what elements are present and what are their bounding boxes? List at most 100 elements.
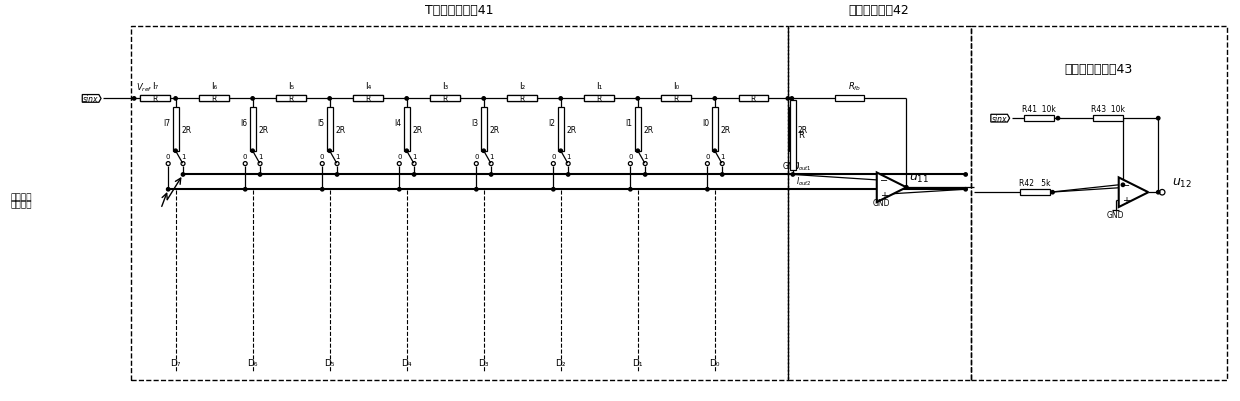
Bar xyxy=(277,96,306,102)
Bar xyxy=(661,96,691,102)
Circle shape xyxy=(567,173,570,177)
Text: I4: I4 xyxy=(394,118,402,127)
Bar xyxy=(353,96,383,102)
Text: I6: I6 xyxy=(241,118,248,127)
Text: 1: 1 xyxy=(258,154,263,160)
Circle shape xyxy=(786,97,790,101)
Circle shape xyxy=(250,97,254,101)
Text: D₀: D₀ xyxy=(709,358,720,367)
Text: $I_{out1}$: $I_{out1}$ xyxy=(796,160,812,172)
Circle shape xyxy=(243,188,247,191)
Text: I1: I1 xyxy=(626,118,632,127)
Text: R: R xyxy=(289,95,294,103)
Text: R43  10k: R43 10k xyxy=(1091,105,1125,113)
Circle shape xyxy=(413,173,415,177)
Text: I2: I2 xyxy=(549,118,556,127)
Text: −: − xyxy=(1122,180,1131,190)
Circle shape xyxy=(250,150,254,153)
Text: 双极性转换器！43: 双极性转换器！43 xyxy=(1065,63,1133,76)
Text: 1: 1 xyxy=(181,154,185,160)
Bar xyxy=(140,96,170,102)
Bar xyxy=(1024,116,1054,122)
Text: I3: I3 xyxy=(471,118,479,127)
Bar xyxy=(790,101,796,170)
Circle shape xyxy=(174,150,177,153)
Text: GND: GND xyxy=(873,198,890,207)
Text: 0: 0 xyxy=(243,154,248,160)
Text: +: + xyxy=(1122,195,1130,205)
Text: $V_{ref}$: $V_{ref}$ xyxy=(135,81,153,94)
Text: GND: GND xyxy=(784,161,801,170)
Bar xyxy=(430,96,460,102)
Bar xyxy=(507,96,537,102)
Circle shape xyxy=(327,97,331,101)
Circle shape xyxy=(475,188,477,191)
Text: 0: 0 xyxy=(474,154,479,160)
Polygon shape xyxy=(1118,178,1148,208)
Text: 1: 1 xyxy=(335,154,340,160)
Circle shape xyxy=(482,150,485,153)
Circle shape xyxy=(636,150,640,153)
Circle shape xyxy=(713,150,717,153)
Circle shape xyxy=(335,173,339,177)
Text: R: R xyxy=(443,95,448,103)
Bar xyxy=(661,96,691,102)
Text: 信号线二: 信号线二 xyxy=(11,200,32,209)
Circle shape xyxy=(174,97,177,101)
Text: D₃: D₃ xyxy=(479,358,489,367)
Circle shape xyxy=(181,173,185,177)
Text: 1: 1 xyxy=(489,154,494,160)
Circle shape xyxy=(327,150,331,153)
Text: I7: I7 xyxy=(164,118,171,127)
Bar xyxy=(200,96,229,102)
Bar xyxy=(1021,190,1049,196)
Text: R: R xyxy=(212,95,217,103)
Bar xyxy=(635,108,641,151)
Bar xyxy=(430,96,460,102)
Text: $u_{11}$: $u_{11}$ xyxy=(909,172,930,185)
Bar xyxy=(584,96,614,102)
Text: −: − xyxy=(880,176,888,185)
Circle shape xyxy=(405,97,408,101)
Circle shape xyxy=(552,188,556,191)
Text: 2R: 2R xyxy=(797,125,807,134)
Text: 0: 0 xyxy=(166,154,170,160)
Text: R: R xyxy=(153,95,157,103)
Circle shape xyxy=(258,173,262,177)
Polygon shape xyxy=(877,173,906,203)
Bar xyxy=(353,96,383,102)
Circle shape xyxy=(713,97,717,101)
Circle shape xyxy=(791,173,795,177)
Circle shape xyxy=(629,188,632,191)
Text: I5: I5 xyxy=(317,118,325,127)
Bar xyxy=(1094,116,1123,122)
Circle shape xyxy=(963,173,967,177)
Circle shape xyxy=(133,97,136,101)
Bar xyxy=(789,108,795,151)
Text: R: R xyxy=(366,95,371,103)
Text: 1: 1 xyxy=(720,154,724,160)
Bar xyxy=(507,96,537,102)
Text: I₅: I₅ xyxy=(288,82,294,91)
Text: I₂: I₂ xyxy=(520,82,526,91)
Text: $u_{12}$: $u_{12}$ xyxy=(1172,177,1192,190)
Bar xyxy=(558,108,564,151)
Text: 1: 1 xyxy=(565,154,570,160)
Circle shape xyxy=(559,150,563,153)
Text: 2R: 2R xyxy=(412,125,423,134)
Bar xyxy=(481,108,487,151)
Text: D₄: D₄ xyxy=(402,358,412,367)
Text: sinx: sinx xyxy=(83,95,98,103)
Circle shape xyxy=(405,150,408,153)
Circle shape xyxy=(1157,117,1159,121)
Bar xyxy=(404,108,409,151)
Text: T型电阵网络！41: T型电阵网络！41 xyxy=(425,4,494,17)
Circle shape xyxy=(790,97,794,101)
Bar xyxy=(739,96,768,102)
Circle shape xyxy=(720,173,724,177)
Circle shape xyxy=(1157,191,1159,194)
Text: GND: GND xyxy=(1107,210,1125,219)
Text: 0: 0 xyxy=(706,154,709,160)
Text: D₂: D₂ xyxy=(556,358,565,367)
Text: R41  10k: R41 10k xyxy=(1022,105,1056,113)
